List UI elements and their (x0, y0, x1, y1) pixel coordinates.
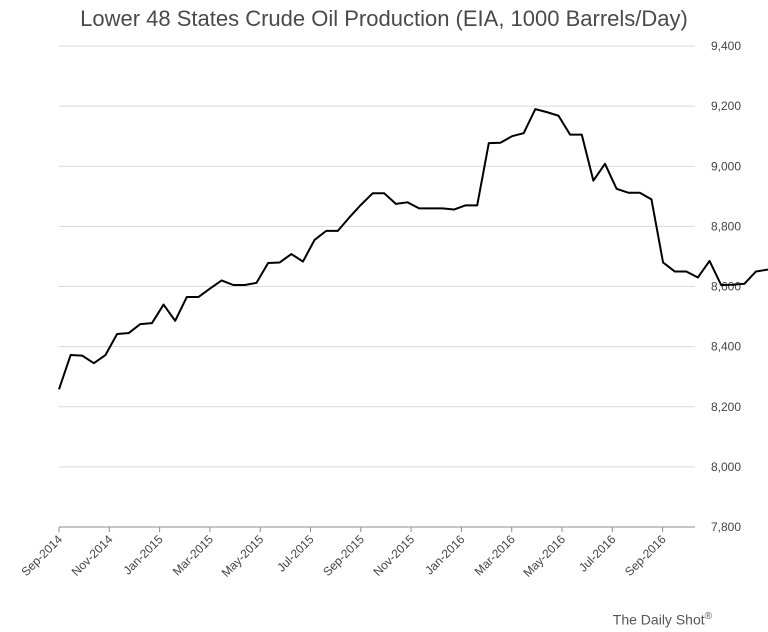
x-tick-label: Mar-2016 (472, 532, 518, 578)
y-tick-label: 8,600 (711, 280, 741, 294)
x-tick-label: Sep-2016 (622, 532, 669, 579)
x-tick-label: Sep-2015 (320, 532, 367, 579)
y-tick-label: 7,800 (711, 520, 741, 534)
x-tick-label: Sep-2014 (18, 532, 65, 579)
x-tick-label: May-2015 (219, 532, 267, 580)
registered-mark: ® (704, 611, 712, 623)
credit-text: The Daily Shot (612, 612, 705, 628)
y-tick-label: 9,000 (711, 159, 741, 173)
y-tick-label: 8,000 (711, 460, 741, 474)
chart-title: Lower 48 States Crude Oil Production (EI… (80, 6, 688, 31)
y-tick-label: 8,800 (711, 219, 741, 233)
x-tick-label: Jan-2015 (120, 532, 166, 578)
y-tick-label: 8,200 (711, 400, 741, 414)
x-tick-label: Nov-2014 (69, 532, 116, 579)
x-tick-label: May-2016 (520, 532, 568, 580)
x-tick-label: Nov-2015 (371, 532, 418, 579)
x-tick-label: Jul-2016 (576, 532, 619, 575)
x-tick-label: Jul-2015 (274, 532, 317, 575)
y-tick-label: 8,400 (711, 340, 741, 354)
y-tick-label: 9,200 (711, 99, 741, 113)
x-tick-label: Jan-2016 (422, 532, 468, 578)
production-line (58, 108, 768, 390)
credit-label: The Daily Shot® (613, 611, 712, 628)
y-tick-label: 9,400 (711, 39, 741, 53)
x-tick-label: Mar-2015 (170, 532, 216, 578)
